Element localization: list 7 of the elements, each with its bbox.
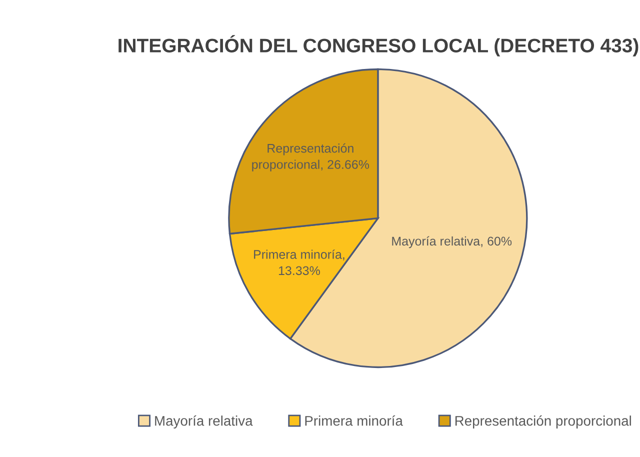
data-label: Mayoría relativa, 60% <box>392 236 512 248</box>
legend-label: Mayoría relativa <box>155 415 253 429</box>
chart-title: INTEGRACIÓN DEL CONGRESO LOCAL (DECRETO 433) <box>118 35 638 56</box>
data-label: Representación proporcional, 26.66% <box>252 143 370 172</box>
data-label: Primera minoría, 13.33% <box>254 250 344 276</box>
legend-label: Primera minoría <box>305 415 403 426</box>
legend-label: Representación proporcional <box>455 415 631 429</box>
